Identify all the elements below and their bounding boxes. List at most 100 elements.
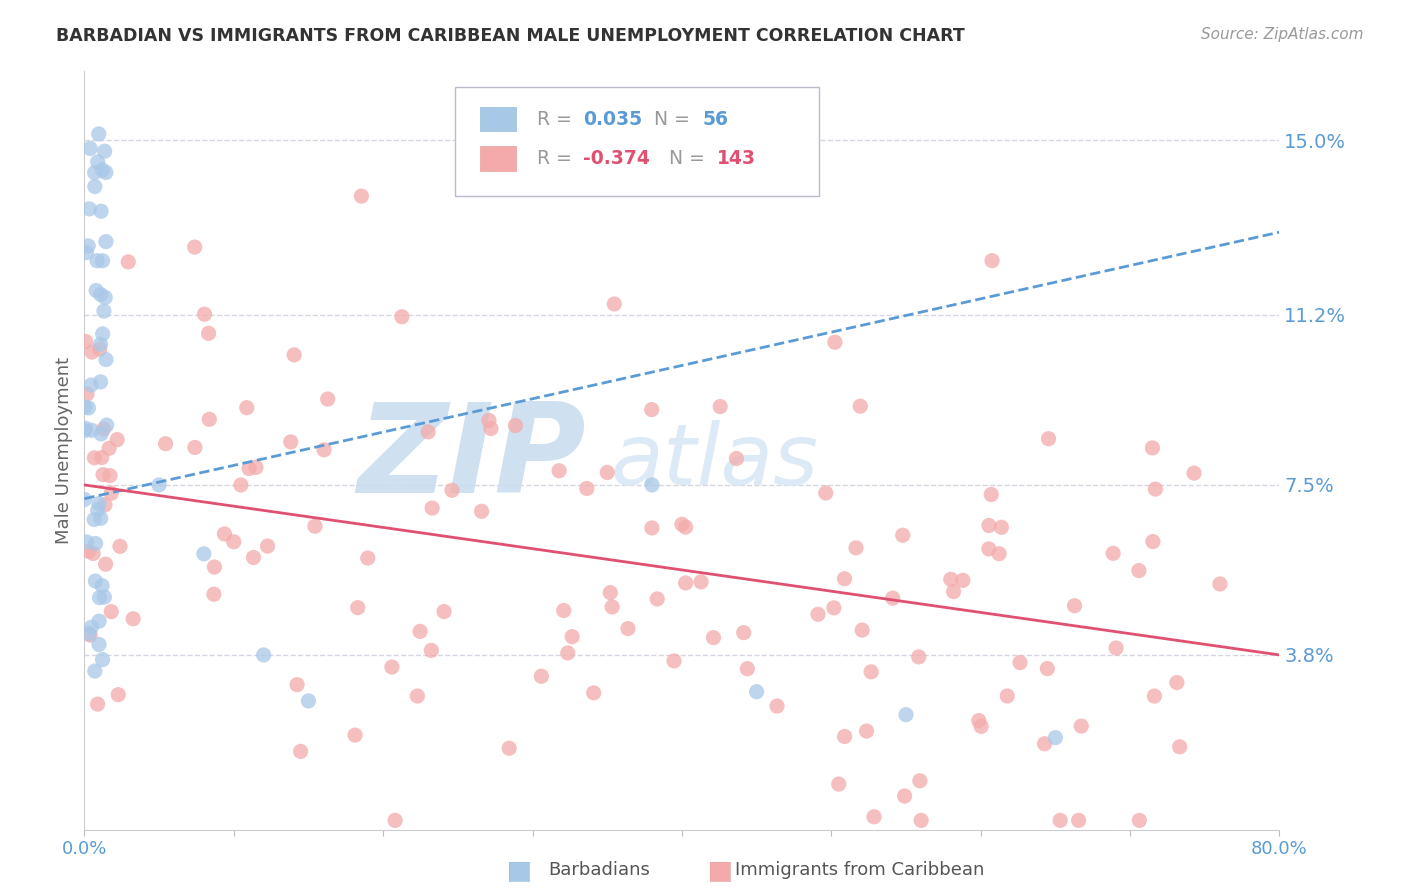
Text: ZIP: ZIP [357, 398, 586, 518]
Point [823, 600, 845, 615]
Point [86, 154, 108, 169]
Point [304, 519, 326, 533]
Point [75, 421, 97, 435]
Point [675, 520, 697, 534]
Point [406, 689, 429, 703]
Point [641, 478, 664, 492]
Point [100, 486, 122, 500]
Point [894, 707, 917, 722]
Point [94, 291, 117, 305]
Point [86, 253, 108, 268]
Text: Immigrants from Caribbean: Immigrants from Caribbean [735, 861, 984, 879]
Point [76, 245, 98, 260]
Point [641, 521, 664, 535]
Point [91, 467, 114, 482]
Text: Barbadians: Barbadians [548, 861, 650, 879]
Point [86, 697, 108, 711]
Point [596, 466, 619, 480]
Point [89, 591, 111, 605]
Point [83, 512, 105, 526]
Point [530, 669, 553, 683]
Point [498, 741, 520, 756]
Point [1143, 689, 1166, 703]
Point [440, 483, 463, 498]
Point [202, 587, 225, 601]
Point [675, 576, 697, 591]
Point [381, 660, 404, 674]
Point [391, 310, 413, 324]
Point [1182, 466, 1205, 480]
Point [420, 501, 443, 516]
Point [253, 648, 276, 662]
Point [561, 630, 583, 644]
Text: 0.035: 0.035 [582, 110, 643, 128]
Point [980, 487, 1002, 501]
FancyBboxPatch shape [479, 146, 516, 170]
Point [316, 392, 339, 406]
Text: BARBADIAN VS IMMIGRANTS FROM CARIBBEAN MALE UNEMPLOYMENT CORRELATION CHART: BARBADIAN VS IMMIGRANTS FROM CARIBBEAN M… [56, 27, 965, 45]
Point [472, 165, 495, 179]
Point [80, 423, 103, 437]
Point [83, 166, 105, 180]
Point [981, 253, 1004, 268]
Point [952, 574, 974, 588]
Point [600, 599, 623, 614]
Point [155, 436, 177, 450]
Point [766, 699, 789, 714]
Text: N =: N = [654, 110, 696, 128]
Point [737, 662, 759, 676]
Point [91, 652, 114, 666]
Point [107, 688, 129, 702]
Point [77, 202, 100, 216]
Point [893, 789, 915, 803]
Point [641, 402, 664, 417]
Point [93, 145, 115, 159]
Point [745, 684, 768, 698]
Point [863, 810, 886, 824]
Text: Source: ZipAtlas.com: Source: ZipAtlas.com [1201, 27, 1364, 42]
Point [91, 253, 114, 268]
Point [662, 654, 685, 668]
Point [725, 451, 748, 466]
Point [970, 719, 993, 733]
Text: 143: 143 [717, 149, 755, 168]
Point [603, 297, 626, 311]
Point [977, 518, 1000, 533]
Point [582, 686, 605, 700]
Point [122, 612, 145, 626]
Point [222, 534, 245, 549]
Point [87, 497, 110, 511]
Point [290, 744, 312, 758]
Point [256, 539, 278, 553]
Point [83, 179, 105, 194]
Point [79, 141, 101, 155]
Point [882, 591, 904, 606]
Point [242, 550, 264, 565]
Point [90, 204, 112, 219]
Point [283, 348, 305, 362]
Point [87, 502, 110, 516]
Point [1036, 662, 1059, 676]
Point [96, 418, 118, 433]
Point [198, 412, 221, 426]
Point [1142, 534, 1164, 549]
Point [849, 399, 872, 413]
Point [1067, 814, 1090, 828]
Point [990, 520, 1012, 534]
Point [1033, 737, 1056, 751]
Point [76, 387, 98, 401]
Point [91, 163, 114, 178]
Point [204, 560, 226, 574]
Point [90, 375, 112, 389]
Point [77, 626, 100, 640]
Point [94, 557, 117, 571]
Point [548, 464, 571, 478]
Point [1128, 814, 1150, 828]
Point [1128, 564, 1150, 578]
Text: □: □ [509, 860, 527, 880]
Point [1008, 656, 1031, 670]
Point [357, 551, 380, 566]
Point [828, 777, 851, 791]
Point [297, 694, 319, 708]
Point [910, 814, 932, 828]
